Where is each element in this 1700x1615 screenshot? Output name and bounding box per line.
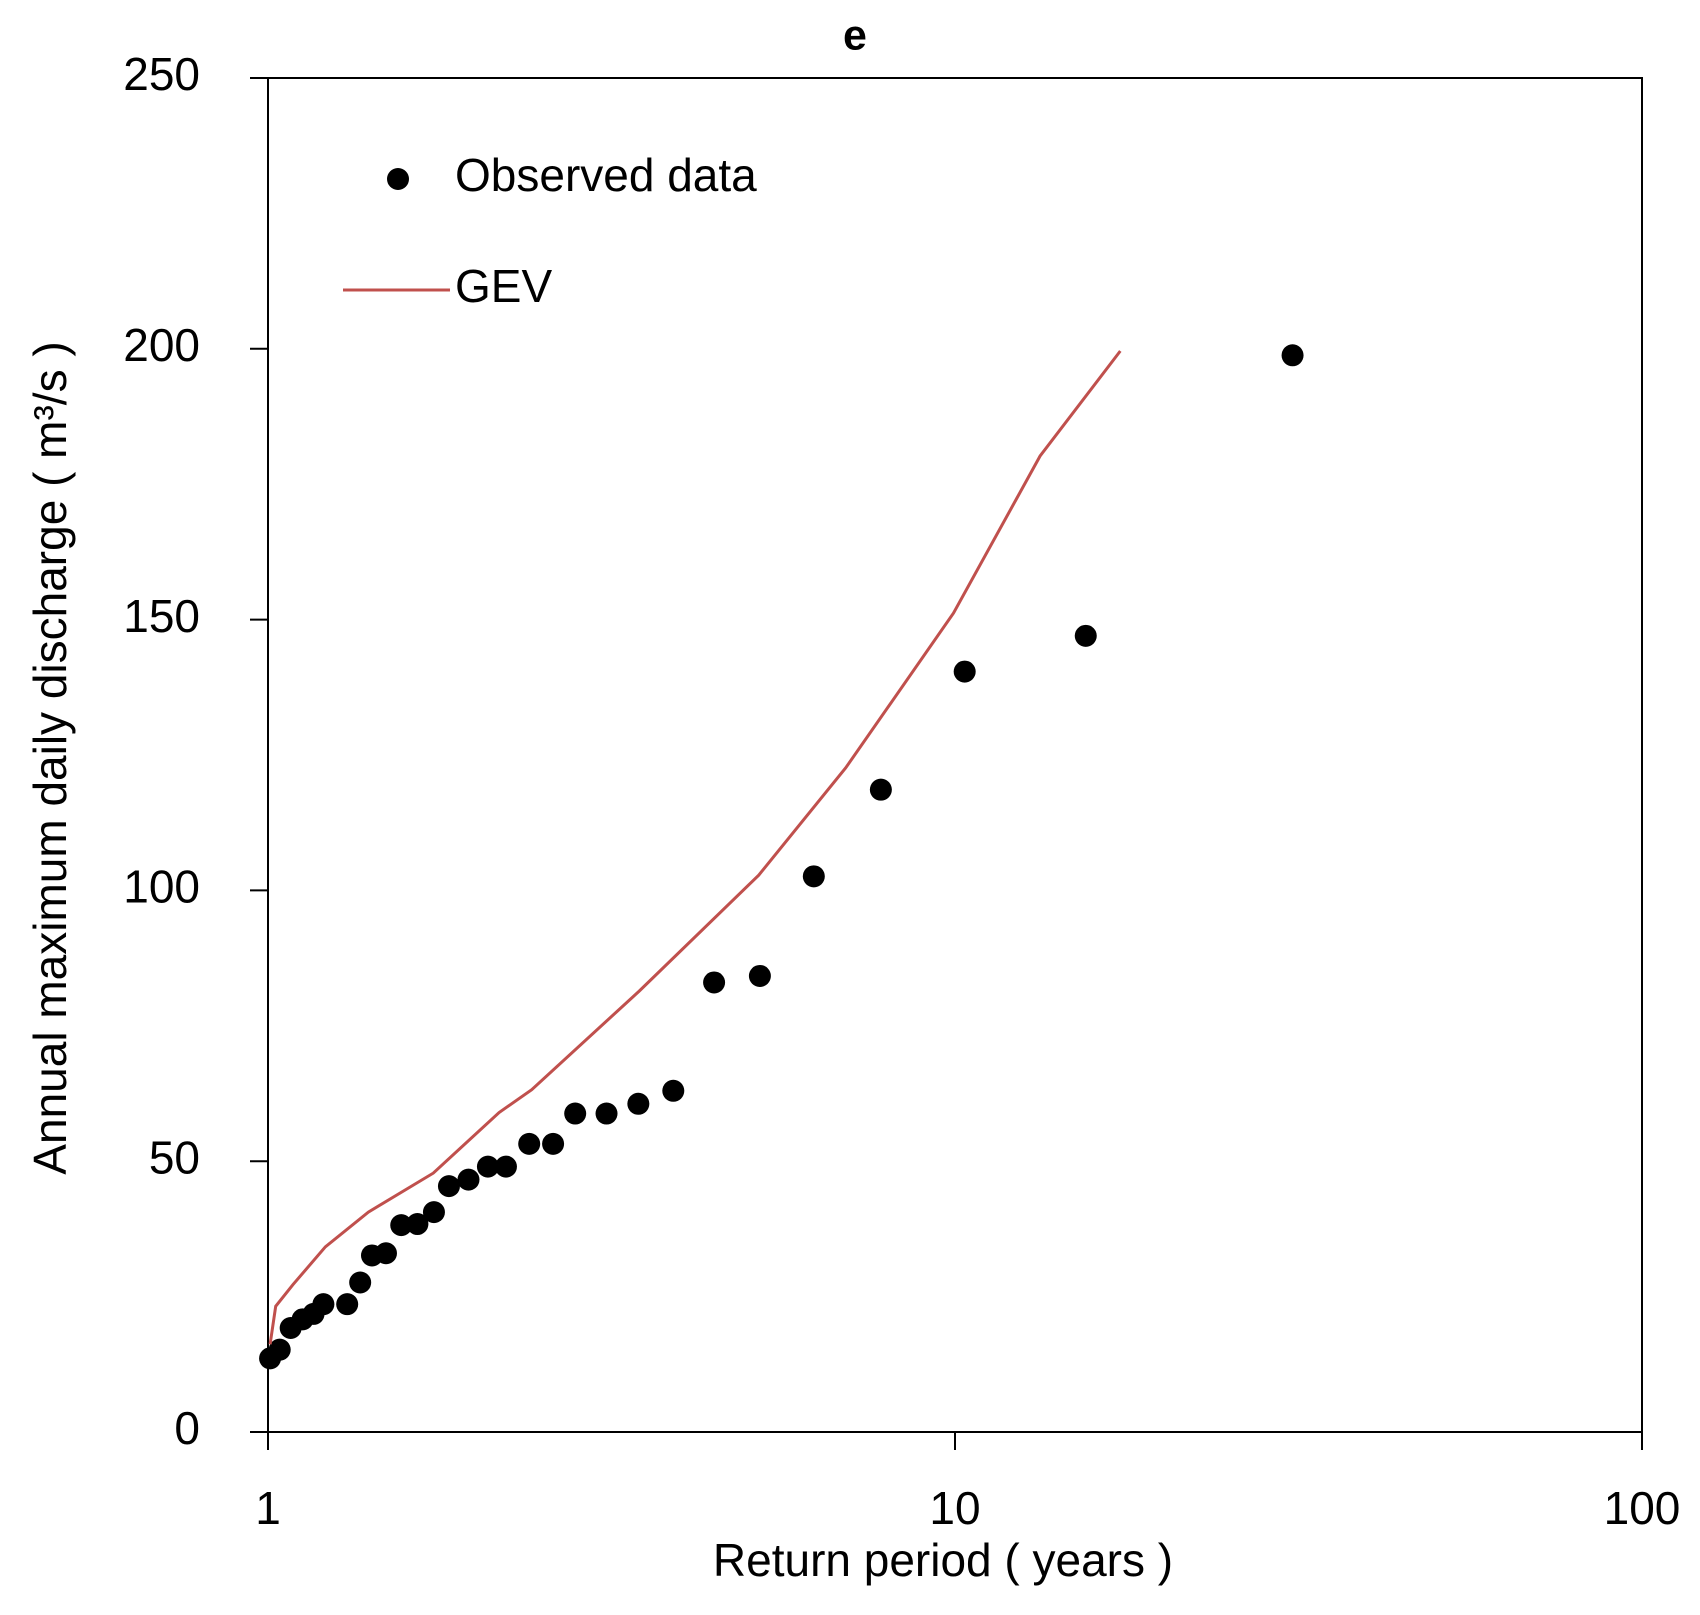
data-point [476,1155,499,1178]
y-tick-label: 50 [149,1131,200,1183]
y-tick-label: 200 [123,319,200,371]
data-point [542,1132,565,1155]
y-tick-label: 0 [174,1402,200,1454]
data-point [869,778,892,801]
data-point [953,660,976,683]
y-tick-label: 250 [123,48,200,100]
data-point [349,1271,372,1294]
x-axis-label: Return period ( years ) [713,1534,1173,1586]
data-point [748,964,771,987]
legend-label: Observed data [455,149,757,201]
data-point [1074,624,1097,647]
data-point [422,1201,445,1224]
data-point [627,1092,650,1115]
gev-line [268,350,1122,1345]
legend-label: GEV [455,260,552,312]
y-axis-label: Annual maximum daily discharge ( m³/s ) [24,341,76,1174]
data-point [437,1175,460,1198]
chart-title: e [843,11,867,59]
data-point [336,1293,359,1316]
data-point [374,1242,397,1265]
data-point [457,1168,480,1191]
data-point [406,1213,429,1236]
y-tick-label: 150 [123,590,200,642]
data-point [268,1338,291,1361]
x-tick-label: 1 [255,1482,281,1534]
x-tick-label: 100 [1604,1482,1681,1534]
data-point [312,1293,335,1316]
data-point [518,1132,541,1155]
data-point [595,1102,618,1125]
data-point [662,1079,685,1102]
x-tick-label: 10 [929,1482,980,1534]
data-point [390,1214,413,1237]
data-point [802,865,825,888]
data-point [564,1102,587,1125]
legend-marker [387,168,409,190]
data-point [1281,344,1304,367]
data-point [494,1155,517,1178]
y-tick-label: 100 [123,861,200,913]
data-point [703,971,726,994]
